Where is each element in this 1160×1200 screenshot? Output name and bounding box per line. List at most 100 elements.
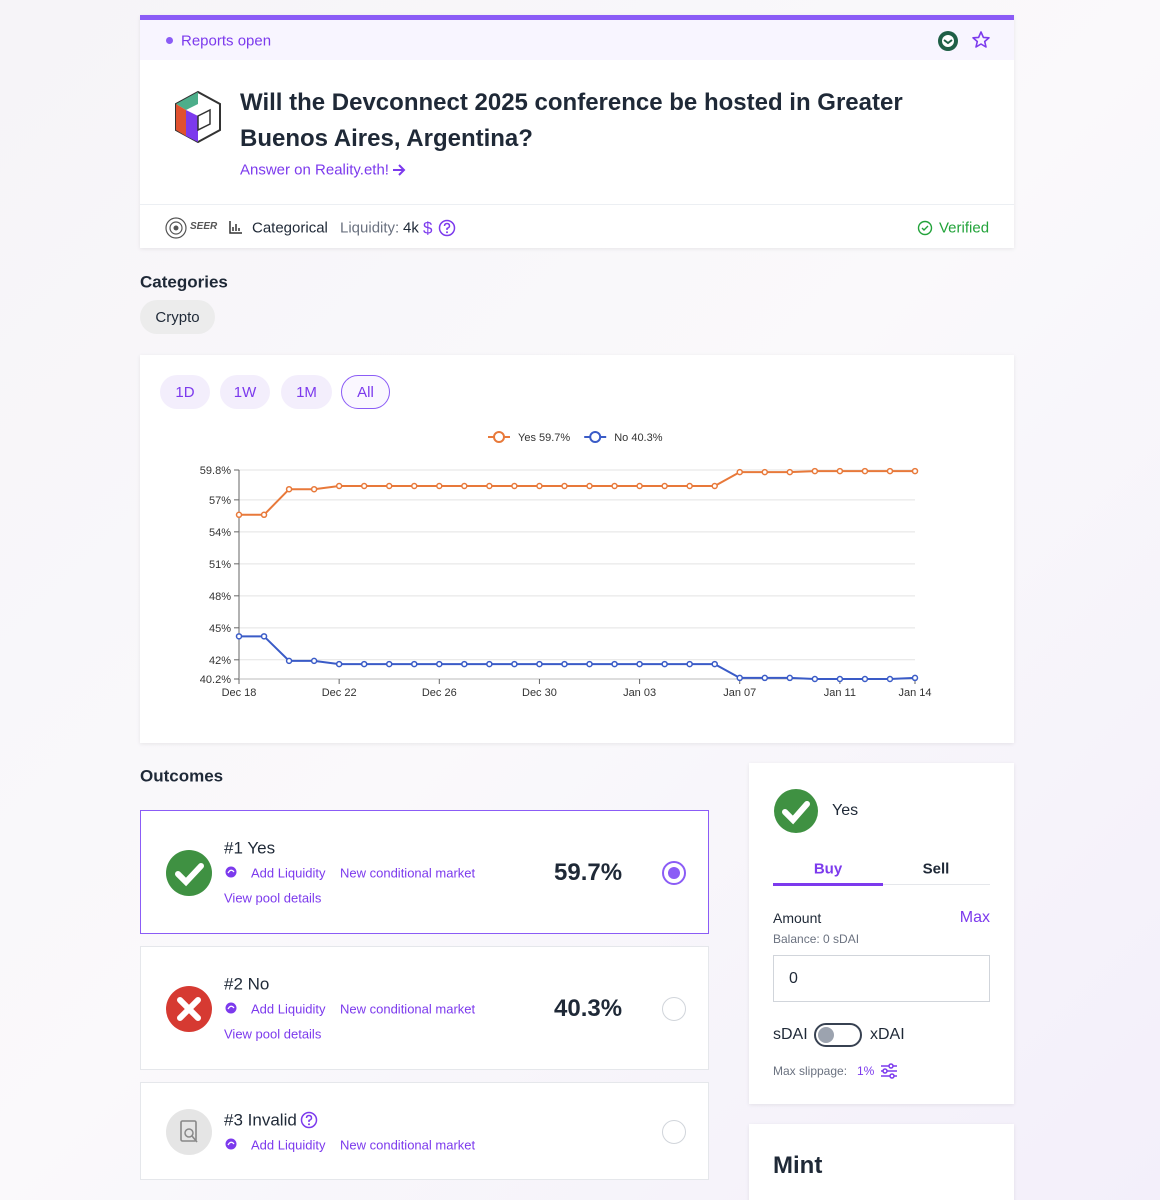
series-line	[239, 635, 916, 680]
x-tick-label: Jan 03	[623, 687, 656, 699]
divider	[140, 204, 1014, 205]
token-left: sDAI	[773, 1026, 808, 1043]
new-conditional-market[interactable]: New conditional market	[340, 1001, 476, 1017]
range-button[interactable]: All	[341, 375, 390, 409]
data-point	[511, 660, 518, 668]
status-dot	[166, 37, 173, 44]
data-point	[761, 468, 769, 476]
brand: SEER	[190, 221, 218, 232]
x-tick-label: Jan 11	[824, 687, 856, 699]
outcome-radio[interactable]	[662, 1120, 686, 1144]
y-tick-label: 51%	[209, 559, 231, 571]
invalid-icon	[166, 1109, 212, 1155]
data-point	[811, 675, 819, 683]
x-tick-label: Dec 30	[522, 687, 557, 699]
data-point	[436, 660, 443, 668]
yes-icon	[166, 850, 212, 896]
data-point	[911, 467, 919, 475]
data-point	[260, 633, 268, 640]
outcome-radio[interactable]	[662, 997, 686, 1021]
new-conditional-market[interactable]: New conditional market	[340, 1137, 476, 1153]
outcome-radio[interactable]	[662, 861, 686, 885]
data-point	[736, 468, 743, 476]
data-point	[486, 660, 493, 668]
data-point	[335, 482, 343, 490]
outcome-name: Yes	[247, 838, 276, 858]
data-point	[786, 674, 794, 682]
token-right: xDAI	[870, 1026, 905, 1043]
status-bar	[140, 20, 1014, 60]
view-pool[interactable]: View pool details	[224, 890, 322, 906]
data-point	[235, 511, 243, 519]
data-point	[285, 657, 293, 665]
data-point	[911, 674, 919, 682]
legend-label: Yes 59.7%	[518, 432, 570, 444]
help-icon[interactable]	[438, 219, 456, 237]
range-button[interactable]: 1M	[281, 375, 332, 409]
trade-outcome: Yes	[832, 802, 859, 819]
data-point	[611, 660, 618, 668]
market-title: Will the Devconnect 2025 conference be h…	[240, 89, 903, 152]
data-point	[811, 467, 819, 475]
section-title: Outcomes	[140, 766, 224, 786]
data-point	[661, 482, 668, 490]
liquidity-unit: $	[423, 218, 433, 238]
view-pool[interactable]: View pool details	[224, 1026, 322, 1042]
range-button[interactable]: 1W	[220, 375, 270, 409]
data-point	[385, 482, 393, 490]
outcome-label: #1 Yes	[224, 840, 275, 857]
share-icon[interactable]	[937, 30, 959, 52]
max-button[interactable]: Max	[959, 909, 990, 926]
token-toggle[interactable]	[814, 1023, 862, 1047]
y-tick-label: 59.8%	[200, 465, 231, 477]
data-point	[335, 660, 343, 668]
data-point	[636, 482, 643, 490]
favorite-star[interactable]	[971, 30, 991, 50]
answer-link[interactable]: Answer on Reality.eth!	[240, 161, 389, 179]
price-chart: 40.2% 42% 45% 48% 51% 54% 57% 59.8% Dec 18 Dec 22…	[200, 431, 932, 699]
legend-marker	[493, 431, 505, 443]
new-conditional-market[interactable]: New conditional market	[340, 865, 476, 881]
outcome-card[interactable]: #2 No Add Liquidity New conditional mark…	[140, 946, 709, 1070]
outcome-card[interactable]: #3 Invalid Add Liquidity New conditional…	[140, 1082, 709, 1180]
x-tick-label: Jan 14	[898, 687, 931, 699]
outcome-name: Invalid	[247, 1110, 297, 1130]
no-icon	[166, 986, 212, 1032]
arrow-icon	[393, 164, 406, 176]
series-line	[239, 470, 915, 516]
help-icon[interactable]	[300, 1111, 318, 1129]
verified-icon	[917, 220, 933, 236]
add-liquidity[interactable]: Add Liquidity	[251, 1001, 326, 1017]
category-chip[interactable]: Crypto	[140, 300, 215, 334]
amount-input[interactable]: 0	[773, 955, 990, 1002]
y-tick-label: 42%	[209, 655, 231, 667]
x-tick-label: Jan 07	[723, 687, 756, 699]
status: Reports open	[181, 32, 272, 50]
data-point	[836, 675, 844, 683]
data-point	[436, 482, 443, 490]
market-type: Categorical	[252, 219, 328, 237]
data-point	[461, 660, 468, 668]
seer-logo	[165, 217, 187, 239]
data-point	[360, 482, 368, 490]
add-liquidity[interactable]: Add Liquidity	[251, 1137, 326, 1153]
add-liquidity[interactable]: Add Liquidity	[251, 865, 326, 881]
data-point	[886, 467, 894, 475]
data-point	[360, 660, 368, 668]
data-point	[686, 482, 693, 490]
data-point	[586, 482, 593, 490]
range-button[interactable]: 1D	[160, 375, 210, 409]
data-point	[411, 660, 418, 668]
legend-marker	[589, 431, 602, 443]
settings-icon[interactable]	[880, 1063, 898, 1079]
y-tick-label: 40.2%	[200, 674, 231, 686]
tab-label: Buy	[813, 860, 843, 878]
data-point	[486, 482, 493, 490]
data-point	[561, 660, 568, 668]
outcome-percent: 40.3%	[554, 995, 623, 1022]
data-point	[285, 485, 293, 493]
data-point	[511, 482, 518, 490]
data-point	[861, 675, 869, 683]
outcome-card[interactable]: #1 Yes Add Liquidity New conditional mar…	[140, 810, 709, 934]
